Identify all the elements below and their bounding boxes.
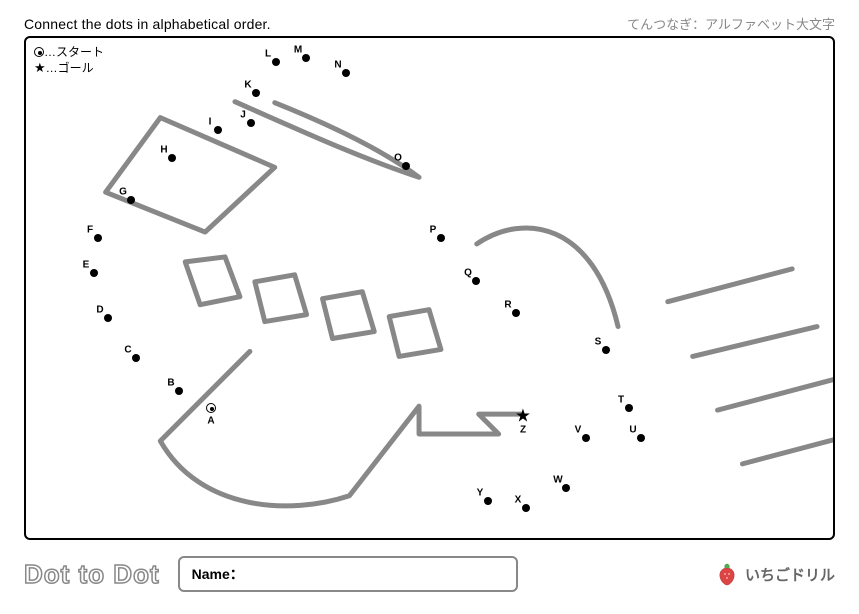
dot-W	[562, 484, 570, 492]
dot-label-R: R	[504, 300, 511, 311]
dot-E	[90, 269, 98, 277]
dot-H	[168, 154, 176, 162]
dot-G	[127, 196, 135, 204]
dot-label-B: B	[167, 378, 174, 389]
dot-X	[522, 504, 530, 512]
dot-P	[437, 234, 445, 242]
dot-K	[252, 89, 260, 97]
dot-label-T: T	[618, 395, 624, 406]
dot-label-C: C	[124, 345, 131, 356]
dot-label-Q: Q	[464, 268, 472, 279]
dot-label-V: V	[575, 425, 582, 436]
dot-label-A: A	[207, 416, 214, 427]
dot-V	[582, 434, 590, 442]
dot-D	[104, 314, 112, 322]
dot-label-Y: Y	[477, 488, 484, 499]
dot-label-H: H	[160, 145, 167, 156]
dot-label-L: L	[265, 49, 271, 60]
start-dot	[206, 403, 216, 413]
dot-B	[175, 387, 183, 395]
dot-R	[512, 309, 520, 317]
worksheet-frame: …スタート ★…ゴール A★ZBCDEFGHIJKLMNOPQRSTUVWXY	[24, 36, 835, 540]
dot-label-G: G	[119, 187, 127, 198]
dot-M	[302, 54, 310, 62]
name-input-box[interactable]: Name：	[178, 556, 518, 592]
name-label: Name：	[192, 564, 244, 584]
dot-label-U: U	[629, 425, 636, 436]
dot-L	[272, 58, 280, 66]
dot-label-M: M	[294, 45, 302, 56]
dot-label-J: J	[240, 110, 246, 121]
dot-F	[94, 234, 102, 242]
dot-Y	[484, 497, 492, 505]
dot-label-O: O	[394, 153, 402, 164]
dot-C	[132, 354, 140, 362]
dot-label-I: I	[209, 117, 212, 128]
dot-label-F: F	[87, 225, 93, 236]
dot-O	[402, 162, 410, 170]
dot-I	[214, 126, 222, 134]
dot-label-E: E	[83, 260, 90, 271]
dot-label-N: N	[334, 60, 341, 71]
dot-label-K: K	[244, 80, 251, 91]
dot-label-Z: Z	[520, 425, 526, 436]
strawberry-icon	[715, 562, 739, 586]
dot-label-S: S	[595, 337, 602, 348]
dot-label-D: D	[96, 305, 103, 316]
dot-label-X: X	[515, 495, 522, 506]
dot-T	[625, 404, 633, 412]
goal-star: ★	[515, 406, 531, 427]
drawing-canvas	[26, 38, 833, 540]
dot-N	[342, 69, 350, 77]
brand-label: いちごドリル	[745, 564, 835, 585]
subtitle-text: てんつなぎ：アルファベット大文字	[627, 14, 835, 33]
worksheet-title: Dot to Dot	[24, 559, 160, 590]
dot-label-W: W	[553, 475, 562, 486]
dot-J	[247, 119, 255, 127]
dot-Q	[472, 277, 480, 285]
dot-U	[637, 434, 645, 442]
dot-label-P: P	[430, 225, 437, 236]
instruction-text: Connect the dots in alphabetical order.	[24, 16, 271, 32]
dot-S	[602, 346, 610, 354]
footer: Dot to Dot Name： いちごドリル	[24, 552, 835, 596]
brand: いちごドリル	[715, 562, 835, 586]
